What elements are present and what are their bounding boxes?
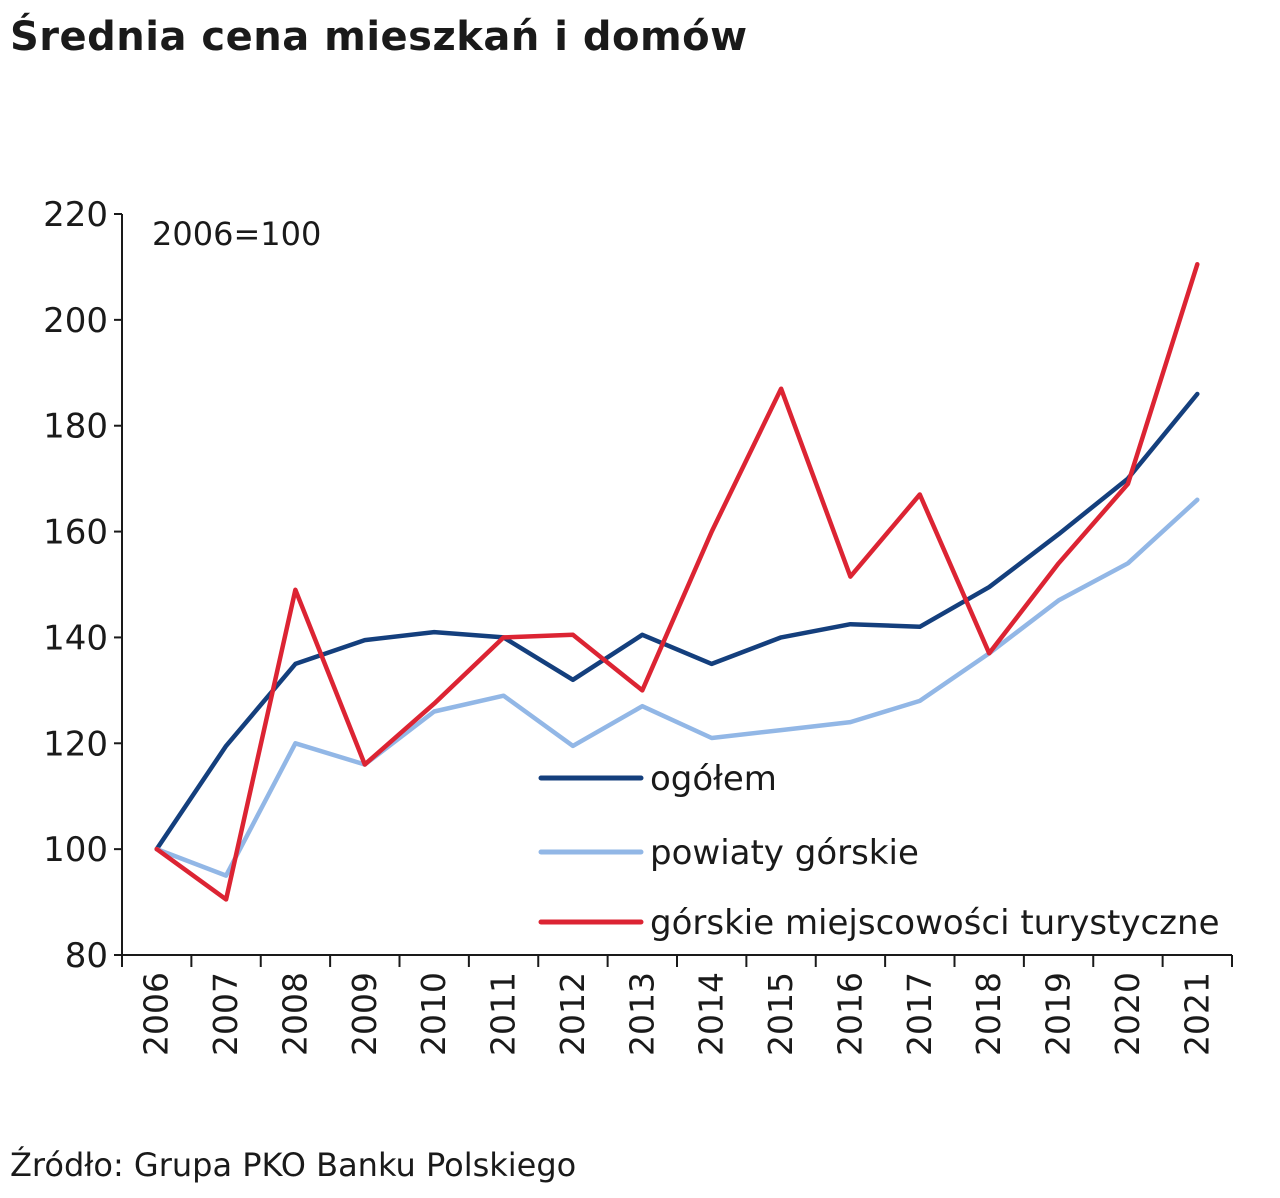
x-tick-label: 2008 <box>275 972 314 1056</box>
legend: ogółem powiaty górskie górskie miejscowośc… <box>538 759 1220 943</box>
axes: 80 100 120 140 160 180 200 220 2006 2007 2008 2009 2… <box>43 195 1233 1056</box>
x-tick-label: 2012 <box>553 972 592 1056</box>
series-line-2 <box>154 497 1200 878</box>
chart-annotation: 2006=100 <box>152 215 321 253</box>
x-tick-label: 2010 <box>414 972 453 1056</box>
legend-label: górskie miejscowości turystyczne <box>650 903 1220 943</box>
y-tick-label: 120 <box>43 724 108 764</box>
x-tick-label: 2020 <box>1108 972 1147 1056</box>
x-tick-label: 2013 <box>622 972 661 1056</box>
x-tick-label: 2018 <box>969 972 1008 1056</box>
legend-label: powiaty górskie <box>650 833 919 873</box>
x-tick-label: 2007 <box>206 972 245 1056</box>
legend-label: ogółem <box>650 759 777 799</box>
y-tick-label: 180 <box>43 407 108 447</box>
x-tick-label: 2015 <box>761 972 800 1056</box>
x-tick-label: 2019 <box>1039 972 1078 1056</box>
y-tick-label: 220 <box>43 195 108 235</box>
x-tick-label: 2017 <box>900 972 939 1056</box>
y-tick-label: 80 <box>65 936 108 976</box>
series-lines <box>154 262 1200 902</box>
y-tick-label: 140 <box>43 618 108 658</box>
x-tick-label: 2021 <box>1177 972 1216 1056</box>
x-tick-label: 2011 <box>484 972 523 1056</box>
y-tick-label: 160 <box>43 513 108 553</box>
chart-title: Średnia cena mieszkań i domów <box>10 14 748 60</box>
x-tick-label: 2006 <box>137 972 176 1056</box>
source-note: Źródło: Grupa PKO Banku Polskiego <box>10 1146 577 1184</box>
series-line-1 <box>154 391 1200 852</box>
y-tick-label: 200 <box>43 301 108 341</box>
x-tick-label: 2009 <box>345 972 384 1056</box>
y-tick-label: 100 <box>43 830 108 870</box>
series-line-3 <box>154 262 1200 902</box>
x-tick-label: 2014 <box>692 972 731 1056</box>
x-tick-label: 2016 <box>830 972 869 1056</box>
